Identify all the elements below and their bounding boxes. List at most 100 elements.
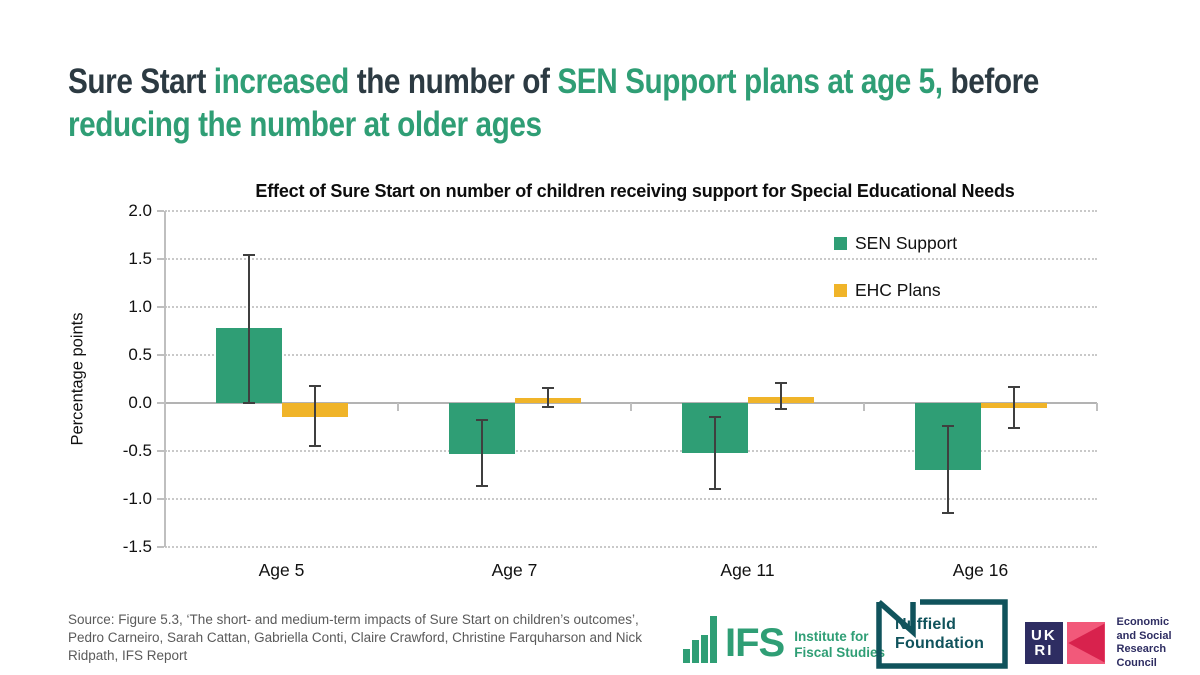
x-tick-label-age-7: Age 7	[491, 560, 538, 580]
legend-item-ehc-plans: EHC Plans	[834, 280, 941, 301]
headline-segment: increased	[213, 62, 357, 101]
nuffield-text-line: Foundation	[895, 635, 985, 652]
headline-segment: reducing the number at older ages	[68, 105, 542, 144]
ukri-letters-line: UK	[1031, 627, 1057, 644]
source-line: Source: Figure 5.3, ‘The short- and medi…	[68, 612, 639, 627]
ukri-chevron-icon	[1066, 622, 1105, 664]
error-bar-ehc-plans-age-5	[313, 385, 316, 447]
y-tick-mark	[157, 402, 164, 404]
error-bar-cap-bottom-sen-support-age-7	[475, 484, 488, 487]
headline: Sure Start increased the number of SEN S…	[68, 60, 1200, 146]
y-tick-label: -1.0	[122, 489, 152, 508]
ukri-letters-icon: UK RI	[1025, 622, 1063, 664]
gridline	[165, 306, 1097, 308]
x-tick-label-age-5: Age 5	[258, 560, 305, 580]
y-tick-label: 0.0	[128, 393, 152, 412]
ifs-name-line: Fiscal Studies	[794, 645, 886, 660]
esrc-council-line: Economic	[1116, 616, 1170, 628]
error-bar-cap-bottom-sen-support-age-5	[242, 402, 255, 404]
error-bar-cap-bottom-ehc-plans-age-11	[774, 407, 787, 410]
y-tick-mark	[157, 258, 164, 260]
error-bar-cap-top-ehc-plans-age-7	[541, 386, 554, 389]
ifs-logo: IFS Institute for Fiscal Studies	[683, 611, 885, 663]
error-bar-cap-top-ehc-plans-age-11	[774, 381, 787, 384]
error-bar-cap-top-sen-support-age-5	[242, 254, 255, 257]
error-bar-ehc-plans-age-16	[1012, 386, 1015, 428]
y-tick-mark	[157, 450, 164, 452]
y-tick-mark	[157, 498, 164, 500]
x-tick-mark	[630, 403, 632, 411]
x-tick-mark	[1096, 403, 1098, 411]
legend-swatch-ehc-plans	[834, 284, 847, 297]
y-tick-label: 0.5	[128, 345, 152, 364]
error-bar-cap-bottom-ehc-plans-age-7	[541, 405, 554, 408]
error-bar-ehc-plans-age-7	[546, 387, 549, 407]
y-tick-label: 1.5	[128, 249, 152, 268]
legend-item-sen-support: SEN Support	[834, 233, 957, 254]
gridline	[165, 354, 1097, 356]
ifs-bar-chart-icon	[683, 616, 717, 663]
gridline	[165, 450, 1097, 452]
headline-segment: SEN Support plans at age 5,	[557, 62, 943, 101]
y-tick-mark	[157, 306, 164, 308]
y-tick-label: -0.5	[122, 441, 152, 460]
error-bar-cap-bottom-ehc-plans-age-16	[1007, 426, 1020, 429]
ifs-name-line: Institute for	[794, 629, 869, 644]
ukri-esrc-logo: UK RI Economic and Social Research Counc…	[1025, 616, 1200, 670]
error-bar-cap-top-ehc-plans-age-16	[1007, 385, 1020, 388]
error-bar-cap-top-ehc-plans-age-5	[308, 384, 321, 387]
gridline	[165, 498, 1097, 500]
error-bar-ehc-plans-age-11	[779, 382, 782, 409]
error-bar-cap-top-sen-support-age-16	[941, 425, 954, 428]
source-note: Source: Figure 5.3, ‘The short- and medi…	[68, 611, 668, 665]
esrc-council-line: Research Council	[1116, 643, 1167, 669]
esrc-council-name: Economic and Social Research Council	[1117, 616, 1200, 670]
y-tick-mark	[157, 210, 164, 212]
x-tick-label-age-16: Age 16	[952, 560, 1009, 580]
y-axis-line	[164, 211, 166, 547]
nuffield-wordmark: Nuffield Foundation	[895, 615, 984, 653]
y-tick-label: 2.0	[128, 201, 152, 220]
error-bar-sen-support-age-5	[247, 255, 250, 403]
source-line: Ridpath, IFS Report	[68, 648, 188, 663]
ifs-abbreviation: IFS	[725, 621, 785, 665]
headline-line-2: reducing the number at older ages	[68, 103, 1039, 146]
legend-label-ehc-plans: EHC Plans	[855, 280, 941, 300]
ukri-chevron-arrow-icon	[1068, 623, 1105, 663]
error-bar-cap-top-sen-support-age-11	[708, 416, 721, 419]
esrc-council-line: and Social	[1116, 629, 1172, 642]
error-bar-cap-bottom-sen-support-age-16	[941, 512, 954, 515]
gridline	[165, 210, 1097, 212]
nuffield-frame-icon	[876, 599, 1008, 669]
y-tick-label: 1.0	[128, 297, 152, 316]
error-bar-sen-support-age-16	[946, 426, 949, 514]
error-bar-sen-support-age-7	[480, 420, 483, 486]
x-tick-label-age-11: Age 11	[720, 560, 775, 580]
legend-swatch-sen-support	[834, 237, 847, 250]
error-bar-sen-support-age-11	[713, 417, 716, 490]
nuffield-text-line: Nuffield	[895, 616, 957, 633]
chart-title: Effect of Sure Start on number of childr…	[255, 181, 1015, 201]
ifs-full-name: Institute for Fiscal Studies	[794, 629, 885, 661]
error-bar-cap-top-sen-support-age-7	[475, 419, 488, 422]
headline-segment: the number of	[356, 62, 558, 101]
y-tick-mark	[157, 354, 164, 356]
headline-segment: Sure Start	[68, 62, 214, 101]
x-tick-mark	[863, 403, 865, 411]
error-bar-cap-bottom-ehc-plans-age-5	[308, 445, 321, 448]
headline-line-1: Sure Start increased the number of SEN S…	[68, 60, 1039, 103]
source-line: Pedro Carneiro, Sarah Cattan, Gabriella …	[68, 630, 643, 645]
legend-label-sen-support: SEN Support	[855, 233, 958, 253]
x-tick-mark	[397, 403, 399, 411]
gridline	[165, 546, 1097, 548]
headline-segment: before	[942, 62, 1039, 101]
y-tick-label: -1.5	[122, 537, 152, 556]
error-bar-cap-bottom-sen-support-age-11	[708, 488, 721, 491]
nuffield-foundation-logo: Nuffield Foundation	[876, 599, 1008, 669]
gridline	[165, 258, 1097, 260]
y-tick-mark	[157, 546, 164, 548]
y-axis-title: Percentage points	[68, 312, 87, 446]
ukri-letters-line: RI	[1034, 642, 1054, 659]
